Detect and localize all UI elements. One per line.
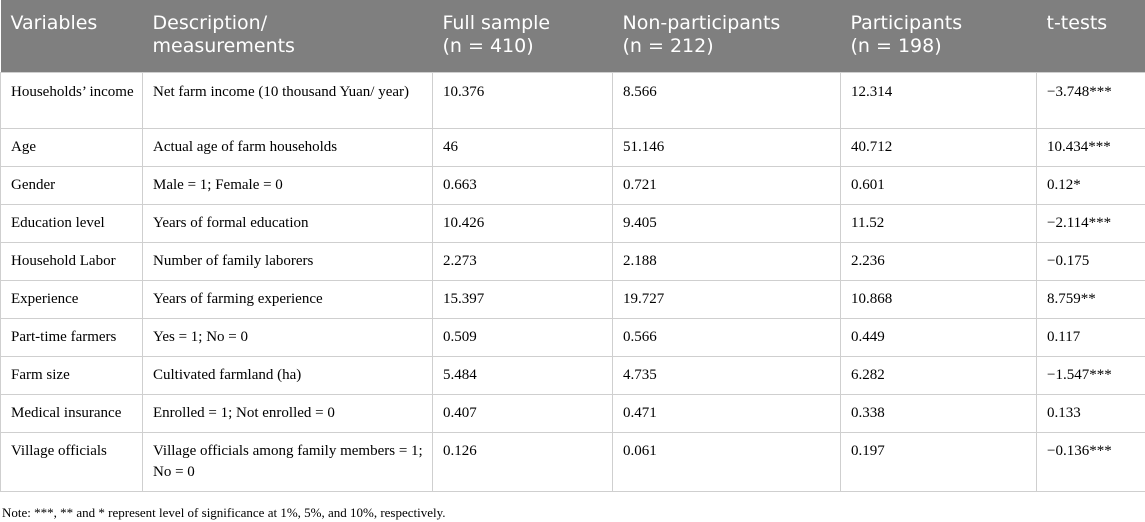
cell-t-test: 0.133	[1036, 394, 1145, 433]
cell-non-participants: 4.735	[612, 356, 841, 395]
cell-t-test: −1.547***	[1036, 356, 1145, 395]
cell-t-test: 10.434***	[1036, 128, 1145, 167]
header-variables-text: Variables	[10, 12, 98, 34]
header-description: Description/ measurements	[142, 0, 433, 73]
cell-participants: 0.338	[840, 394, 1037, 433]
cell-non-participants: 51.146	[612, 128, 841, 167]
cell-variable: Medical insurance	[0, 394, 143, 433]
cell-full-sample: 0.509	[432, 318, 613, 357]
cell-participants: 11.52	[840, 204, 1037, 243]
cell-description: Cultivated farmland (ha)	[142, 356, 433, 395]
cell-t-test: −0.136***	[1036, 432, 1145, 492]
header-full-sample-text: Full sample (n = 410)	[442, 12, 551, 57]
cell-description: Village officials among family members =…	[142, 432, 433, 492]
cell-participants: 40.712	[840, 128, 1037, 167]
cell-full-sample: 0.407	[432, 394, 613, 433]
table-row: Households’ income Net farm income (10 t…	[0, 72, 1145, 129]
cell-participants: 10.868	[840, 280, 1037, 319]
cell-participants: 12.314	[840, 72, 1037, 129]
header-participants: Participants (n = 198)	[840, 0, 1037, 73]
header-non-participants-text: Non-participants (n = 212)	[622, 12, 781, 57]
header-description-text: Description/ measurements	[152, 12, 295, 57]
header-t-tests: t-tests	[1036, 0, 1145, 73]
header-variables: Variables	[0, 0, 143, 73]
table-row: Experience Years of farming experience 1…	[0, 280, 1145, 319]
cell-non-participants: 0.566	[612, 318, 841, 357]
cell-full-sample: 10.376	[432, 72, 613, 129]
cell-t-test: 0.117	[1036, 318, 1145, 357]
cell-description: Male = 1; Female = 0	[142, 166, 433, 205]
cell-variable: Households’ income	[0, 72, 143, 129]
cell-variable: Village officials	[0, 432, 143, 492]
cell-t-test: −0.175	[1036, 242, 1145, 281]
table-row: Village officials Village officials amon…	[0, 432, 1145, 492]
cell-non-participants: 2.188	[612, 242, 841, 281]
table-row: Household Labor Number of family laborer…	[0, 242, 1145, 281]
cell-description: Net farm income (10 thousand Yuan/ year)	[142, 72, 433, 129]
cell-description: Yes = 1; No = 0	[142, 318, 433, 357]
cell-full-sample: 10.426	[432, 204, 613, 243]
cell-full-sample: 46	[432, 128, 613, 167]
cell-non-participants: 19.727	[612, 280, 841, 319]
cell-t-test: 0.12*	[1036, 166, 1145, 205]
cell-full-sample: 0.663	[432, 166, 613, 205]
cell-non-participants: 0.471	[612, 394, 841, 433]
cell-t-test: 8.759**	[1036, 280, 1145, 319]
summary-statistics-table: Variables Description/ measurements Full…	[0, 0, 1145, 492]
cell-participants: 6.282	[840, 356, 1037, 395]
table-row: Part-time farmers Yes = 1; No = 0 0.509 …	[0, 318, 1145, 357]
cell-full-sample: 15.397	[432, 280, 613, 319]
table-header-row: Variables Description/ measurements Full…	[0, 0, 1145, 73]
cell-full-sample: 0.126	[432, 432, 613, 492]
cell-variable: Experience	[0, 280, 143, 319]
cell-t-test: −3.748***	[1036, 72, 1145, 129]
table-row: Medical insurance Enrolled = 1; Not enro…	[0, 394, 1145, 433]
cell-description: Number of family laborers	[142, 242, 433, 281]
cell-participants: 0.601	[840, 166, 1037, 205]
cell-variable: Farm size	[0, 356, 143, 395]
cell-description: Years of formal education	[142, 204, 433, 243]
cell-non-participants: 8.566	[612, 72, 841, 129]
cell-participants: 2.236	[840, 242, 1037, 281]
cell-variable: Education level	[0, 204, 143, 243]
cell-variable: Household Labor	[0, 242, 143, 281]
cell-non-participants: 0.721	[612, 166, 841, 205]
cell-description: Enrolled = 1; Not enrolled = 0	[142, 394, 433, 433]
cell-full-sample: 5.484	[432, 356, 613, 395]
cell-description: Years of farming experience	[142, 280, 433, 319]
cell-participants: 0.449	[840, 318, 1037, 357]
table-row: Age Actual age of farm households 46 51.…	[0, 128, 1145, 167]
header-non-participants: Non-participants (n = 212)	[612, 0, 841, 73]
table-note: Note: ***, ** and * represent level of s…	[2, 505, 446, 520]
table-row: Gender Male = 1; Female = 0 0.663 0.721 …	[0, 166, 1145, 205]
table-row: Education level Years of formal educatio…	[0, 204, 1145, 243]
cell-full-sample: 2.273	[432, 242, 613, 281]
cell-variable: Gender	[0, 166, 143, 205]
cell-t-test: −2.114***	[1036, 204, 1145, 243]
cell-non-participants: 0.061	[612, 432, 841, 492]
cell-non-participants: 9.405	[612, 204, 841, 243]
header-t-tests-text: t-tests	[1046, 12, 1108, 34]
header-participants-text: Participants (n = 198)	[850, 12, 963, 57]
table-row: Farm size Cultivated farmland (ha) 5.484…	[0, 356, 1145, 395]
header-full-sample: Full sample (n = 410)	[432, 0, 613, 73]
cell-variable: Age	[0, 128, 143, 167]
cell-description: Actual age of farm households	[142, 128, 433, 167]
cell-variable: Part-time farmers	[0, 318, 143, 357]
cell-participants: 0.197	[840, 432, 1037, 492]
